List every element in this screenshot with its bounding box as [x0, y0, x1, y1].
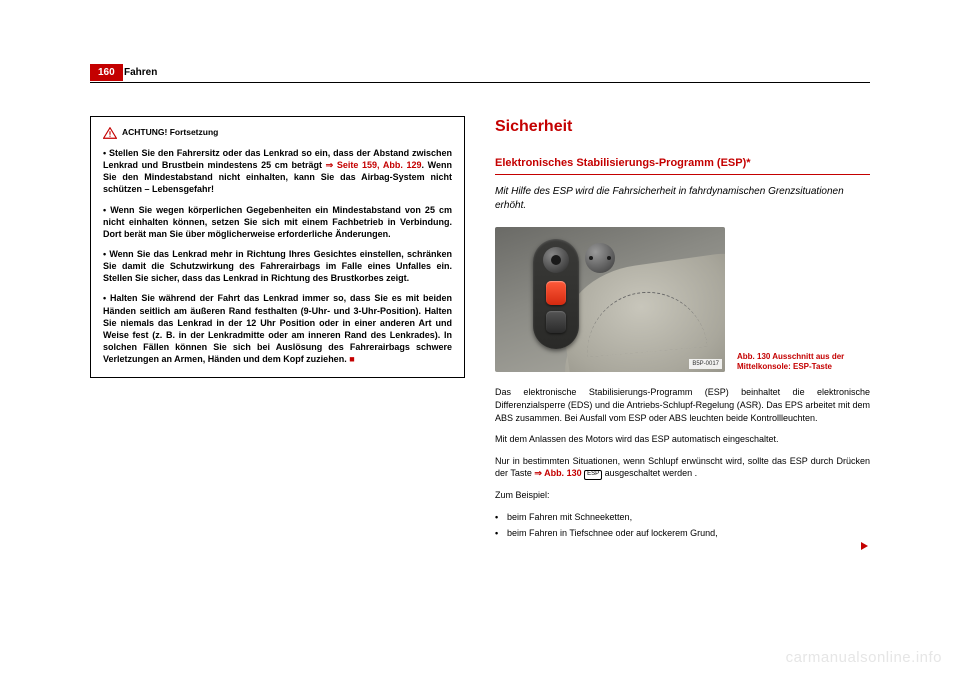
section-name: Fahren: [124, 67, 157, 78]
lead-text: Mit Hilfe des ESP wird die Fahrsicherhei…: [495, 185, 870, 213]
body-p4: Zum Beispiel:: [495, 489, 870, 502]
mirror-knob: [543, 247, 569, 273]
body-p1: Das elektronische Stabilisierungs-Progra…: [495, 386, 870, 424]
side-knob: [585, 243, 615, 273]
subsection-title: Elektronisches Stabilisierungs-Programm …: [495, 156, 870, 176]
warning-title: ACHTUNG! Fortsetzung: [122, 127, 218, 138]
watermark: carmanualsonline.info: [786, 649, 942, 666]
warn-p1: • Stellen Sie den Fahrersitz oder das Le…: [103, 147, 452, 196]
list-item-2: beim Fahren in Tiefschnee oder auf locke…: [495, 527, 870, 539]
esp-inline-icon: ESP: [584, 470, 602, 479]
content-columns: ACHTUNG! Fortsetzung • Stellen Sie den F…: [90, 116, 870, 543]
page-number: 160: [90, 64, 123, 81]
warning-icon: [103, 127, 117, 139]
figure-row: B5P-0017 Abb. 130 Ausschnitt aus der Mit…: [495, 227, 870, 372]
left-column: ACHTUNG! Fortsetzung • Stellen Sie den F…: [90, 116, 465, 543]
aux-button-graphic: [546, 311, 566, 333]
figure-caption: Abb. 130 Ausschnitt aus der Mittelkonsol…: [737, 352, 847, 373]
body-p2: Mit dem Anlassen des Motors wird das ESP…: [495, 433, 870, 446]
figure-image: B5P-0017: [495, 227, 725, 372]
header-rule: [90, 82, 870, 83]
console-panel: [533, 239, 579, 349]
warning-header: ACHTUNG! Fortsetzung: [103, 127, 452, 139]
body-p3: Nur in bestimmten Situationen, wenn Schl…: [495, 455, 870, 480]
section-title: Sicherheit: [495, 116, 870, 138]
warning-box: ACHTUNG! Fortsetzung • Stellen Sie den F…: [90, 116, 465, 378]
figure-code: B5P-0017: [689, 359, 722, 369]
page-header: 160 Fahren: [90, 64, 870, 88]
warn-p3: • Wenn Sie das Lenkrad mehr in Richtung …: [103, 248, 452, 284]
right-column: Sicherheit Elektronisches Stabilisierung…: [495, 116, 870, 543]
list-item-1: beim Fahren mit Schneeketten,: [495, 511, 870, 523]
esp-button-graphic: [546, 281, 566, 305]
page: 160 Fahren ACHTUNG! Fortsetzung • Stelle…: [0, 0, 960, 678]
warn-p4: • Halten Sie während der Fahrt das Lenkr…: [103, 292, 452, 365]
warn-p2: • Wenn Sie wegen körperlichen Gegebenhei…: [103, 204, 452, 240]
continue-arrow-icon: [861, 542, 868, 550]
